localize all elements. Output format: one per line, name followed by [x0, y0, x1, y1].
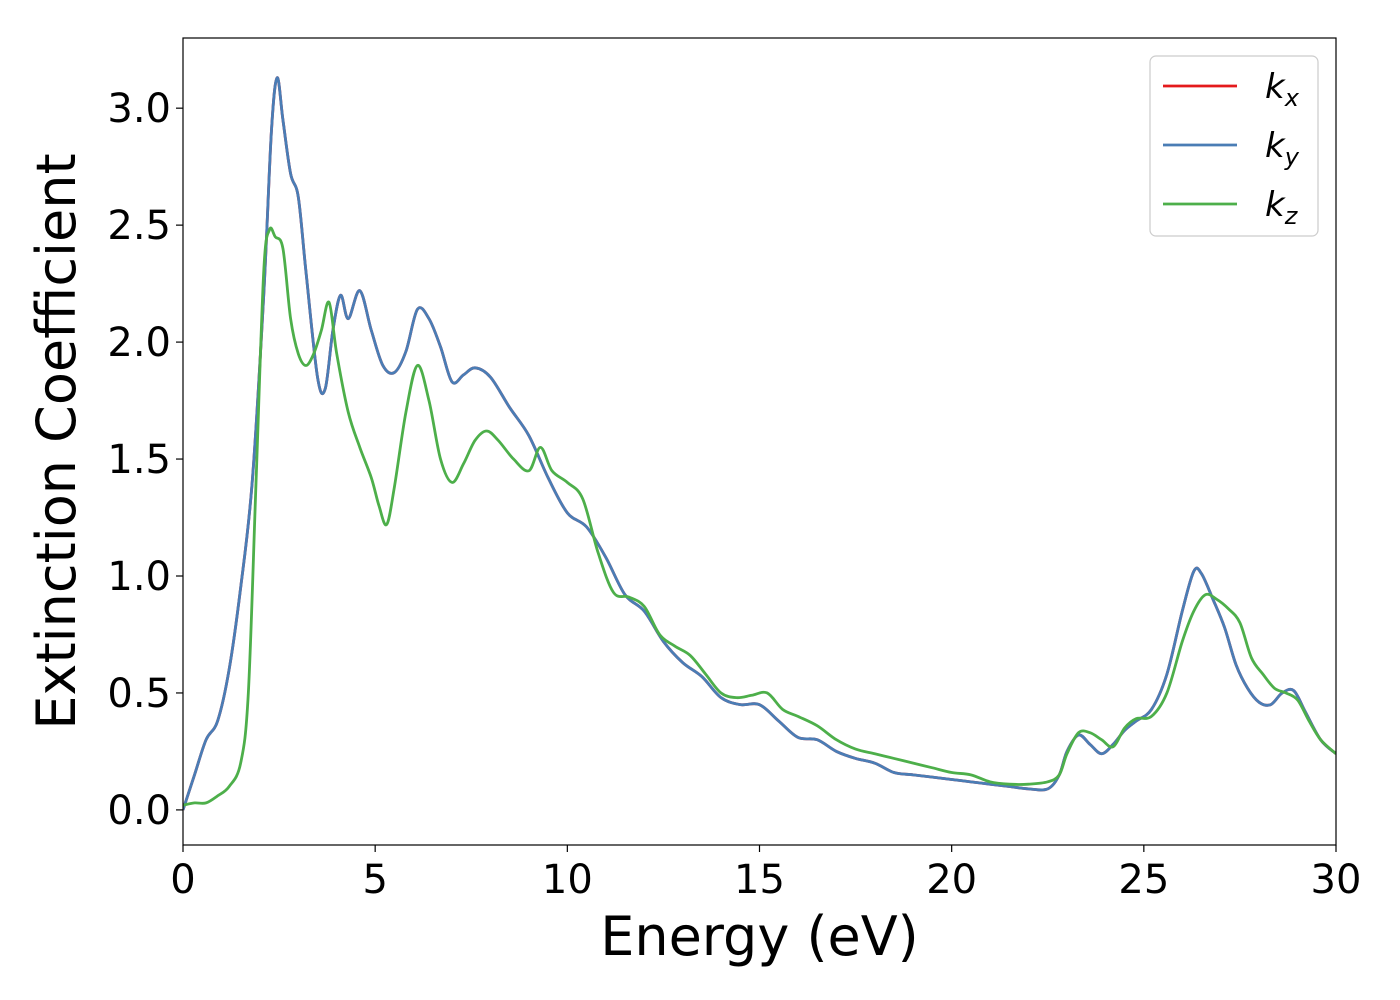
y-tick-label: 2.5: [107, 203, 171, 249]
x-tick-label: 20: [926, 857, 977, 903]
y-tick-label: 1.0: [107, 554, 171, 600]
x-tick-label: 15: [734, 857, 785, 903]
x-tick-label: 25: [1118, 857, 1169, 903]
x-tick-label: 30: [1311, 857, 1362, 903]
x-tick-label: 5: [362, 857, 387, 903]
y-axis-ticks: 0.0 0.5 1.0 1.5 2.0 2.5 3.0: [107, 86, 183, 834]
x-axis-label: Energy (eV): [600, 905, 919, 968]
x-tick-label: 0: [170, 857, 195, 903]
y-tick-label: 3.0: [107, 86, 171, 132]
y-tick-label: 2.0: [107, 320, 171, 366]
series-layer: [183, 76, 1336, 811]
y-tick-label: 1.5: [107, 437, 171, 483]
x-axis-ticks: 0 5 10 15 20 25 30: [170, 845, 1361, 903]
y-tick-label: 0.5: [107, 671, 171, 717]
y-axis-label: Extinction Coefficient: [25, 153, 88, 729]
series-line-ky: [183, 76, 1336, 811]
series-line-kz: [183, 226, 1336, 807]
x-tick-label: 10: [542, 857, 593, 903]
legend-label-kz: kz: [1265, 185, 1299, 230]
y-tick-label: 0.0: [107, 788, 171, 834]
